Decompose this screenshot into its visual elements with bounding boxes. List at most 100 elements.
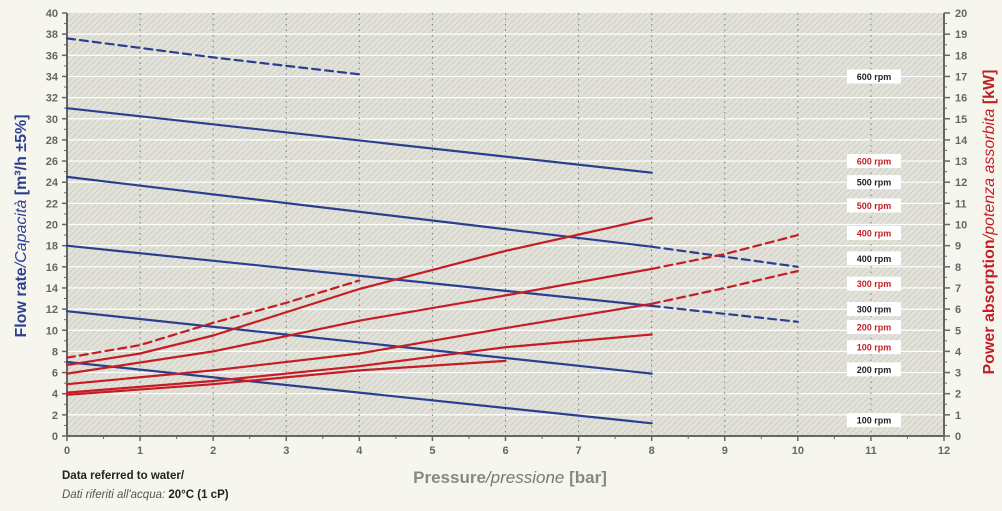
power-line-400-rpm [65, 267, 653, 375]
y-right-tick-label: 1 [955, 410, 961, 422]
flow-line-300-rpm-dashed [650, 304, 799, 323]
axes [62, 12, 950, 441]
y-axis-right-label-italic: /potenza assorbita [981, 109, 998, 241]
flow-line-100-rpm [65, 360, 653, 425]
rpm-label-flow: 300 rpm [857, 305, 892, 315]
y-left-tick-label: 40 [46, 8, 58, 20]
power-line-400-rpm-dashed [650, 234, 799, 270]
y-right-tick-label: 18 [955, 50, 967, 62]
y-right-tick-label: 19 [955, 29, 967, 41]
y-left-tick-label: 12 [46, 304, 58, 316]
y-right-tick-label: 7 [955, 283, 961, 295]
y-right-tick-label: 13 [955, 156, 967, 168]
rpm-label-flow: 500 rpm [857, 178, 892, 188]
grid-lines [67, 13, 944, 436]
rpm-label-power: 300 rpm [857, 279, 892, 289]
rpm-label-box [847, 154, 901, 169]
rpm-label-power: 100 rpm [857, 343, 892, 353]
x-tick-label: 3 [283, 445, 289, 457]
y-left-tick-label: 34 [46, 71, 59, 83]
data-note-line-1: Data referred to water/ [62, 470, 185, 482]
data-note-line-2: Dati riferiti all'acqua: 20°C (1 cP) [62, 489, 229, 501]
y-axis-right-label-bold: Power absorption [981, 239, 998, 374]
y-left-tick-label: 32 [46, 93, 58, 105]
y-right-tick-label: 4 [955, 346, 962, 358]
rpm-label-flow: 100 rpm [857, 416, 892, 426]
data-note-bold: 20°C (1 cP) [168, 489, 229, 501]
y-right-tick-label: 17 [955, 71, 967, 83]
y-right-tick-label: 2 [955, 389, 961, 401]
rpm-label-box [847, 225, 901, 240]
y-left-tick-label: 14 [46, 283, 59, 295]
y-axis-left-label-bold: Flow rate [13, 267, 30, 337]
rpm-labels: 600 rpm 600 rpm 500 rpm 500 rpm 400 rpm 400 r… [847, 69, 901, 428]
power-line-600-rpm-dashed [65, 279, 361, 359]
x-tick-label: 6 [502, 445, 508, 457]
rpm-label-power: 500 rpm [857, 201, 892, 211]
series-lines [65, 37, 799, 425]
y-right-tick-label: 10 [955, 220, 967, 232]
y-left-tick-label: 8 [52, 346, 58, 358]
y-left-tick-label: 0 [52, 431, 58, 443]
axis-titles: Pressure/pressione [bar] Flow rate/Capac… [13, 70, 998, 487]
y-right-tick-label: 9 [955, 241, 961, 253]
y-right-tick-label: 12 [955, 177, 967, 189]
rpm-label-power: 200 rpm [857, 323, 892, 333]
y-left-tick-label: 16 [46, 262, 58, 274]
rpm-label-power: 600 rpm [857, 157, 892, 167]
y-right-tick-label: 20 [955, 8, 967, 20]
rpm-label-flow: 400 rpm [857, 254, 892, 264]
y-axis-right-label-unit: [kW] [981, 70, 998, 109]
rpm-label-box [847, 69, 901, 84]
x-axis-label-italic: /pressione [485, 468, 564, 487]
power-line-500-rpm [65, 217, 653, 367]
x-tick-label: 0 [64, 445, 70, 457]
y-right-tick-label: 11 [955, 198, 967, 210]
data-note-italic: Dati riferiti all'acqua: [62, 489, 169, 501]
rpm-label-box [847, 198, 901, 213]
y-left-tick-label: 36 [46, 50, 58, 62]
y-right-tick-label: 15 [955, 114, 967, 126]
rpm-label-flow: 600 rpm [857, 72, 892, 82]
y-left-tick-label: 22 [46, 198, 58, 210]
x-tick-label: 2 [210, 445, 216, 457]
rpm-label-box [847, 302, 901, 317]
x-axis-label-bold: Pressure [413, 468, 486, 487]
x-tick-label: 9 [722, 445, 728, 457]
flow-line-200-rpm [65, 310, 653, 375]
y-axis-left-label: Flow rate/Capacità [m³/h ±5%] [13, 114, 30, 337]
y-left-tick-label: 28 [46, 135, 58, 147]
rpm-label-box [847, 340, 901, 355]
x-tick-label: 11 [865, 445, 877, 457]
y-axis-right-label: Power absorption/potenza assorbita [kW] [981, 70, 998, 375]
x-tick-label: 4 [356, 445, 363, 457]
x-tick-label: 10 [792, 445, 804, 457]
y-right-tick-label: 8 [955, 262, 961, 274]
y-right-tick-label: 3 [955, 368, 961, 380]
rpm-label-box [847, 320, 901, 335]
x-tick-label: 7 [576, 445, 582, 457]
y-left-tick-label: 6 [52, 368, 58, 380]
y-left-tick-label: 2 [52, 410, 58, 422]
power-line-300-rpm-dashed [650, 269, 799, 305]
y-axis-left-label-italic: /Capacità [13, 200, 30, 269]
x-tick-label: 1 [137, 445, 143, 457]
x-tick-label: 5 [429, 445, 435, 457]
rpm-label-box [847, 413, 901, 428]
flow-line-300-rpm [65, 244, 653, 307]
x-tick-label: 8 [649, 445, 655, 457]
y-left-tick-label: 30 [46, 114, 58, 126]
rpm-label-box [847, 276, 901, 291]
x-axis-label-unit: [bar] [564, 468, 607, 487]
flow-line-600-rpm-dashed [65, 37, 361, 76]
flow-line-400-rpm [65, 175, 653, 248]
y-right-tick-label: 0 [955, 431, 961, 443]
y-left-tick-label: 38 [46, 29, 58, 41]
rpm-label-box [847, 362, 901, 377]
flow-line-500-rpm [65, 107, 653, 174]
y-left-tick-label: 10 [46, 325, 58, 337]
power-line-100-rpm [65, 359, 507, 396]
y-left-tick-label: 18 [46, 241, 58, 253]
